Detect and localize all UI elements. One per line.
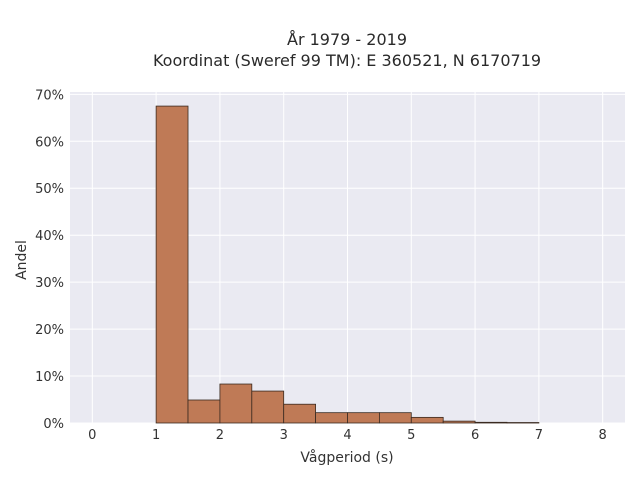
histogram-bar: [251, 390, 285, 424]
y-tick-label: 0%: [43, 417, 64, 432]
histogram-bars: [155, 105, 540, 424]
y-tick-label: 50%: [35, 182, 64, 197]
x-axis-label: Vågperiod (s): [300, 449, 393, 466]
y-tick-label: 60%: [35, 135, 64, 150]
x-tick-label: 5: [407, 428, 415, 443]
histogram-bar: [506, 422, 540, 424]
histogram-bar: [378, 412, 412, 424]
x-tick-label: 4: [343, 428, 351, 443]
y-tick-label: 30%: [35, 276, 64, 291]
y-tick-label: 40%: [35, 229, 64, 244]
x-tick-label: 0: [88, 428, 96, 443]
histogram-bar: [442, 420, 476, 424]
histogram-bar: [315, 412, 348, 424]
histogram-bar: [474, 421, 508, 424]
y-tick-label: 70%: [35, 88, 64, 103]
x-tick-label: 1: [152, 428, 160, 443]
x-tick-label: 3: [280, 428, 288, 443]
chart-title-line-1: År 1979 - 2019: [287, 30, 407, 49]
axis-ticks: 0 1 2 3 4 5 6 7 8 0% 10% 20% 30% 40% 50% 60% 70%: [35, 88, 607, 443]
x-tick-label: 6: [471, 428, 479, 443]
x-tick-label: 7: [535, 428, 543, 443]
histogram-bar: [347, 412, 380, 424]
histogram-bar: [155, 105, 189, 424]
histogram-bar: [283, 403, 317, 424]
histogram-bar: [410, 416, 444, 424]
histogram-bar: [187, 399, 221, 424]
chart-title-line-2: Koordinat (Sweref 99 TM): E 360521, N 61…: [153, 51, 541, 70]
histogram-bar: [219, 383, 253, 424]
y-axis-label: Andel: [14, 240, 30, 280]
y-tick-label: 10%: [35, 370, 64, 385]
y-tick-label: 20%: [35, 323, 64, 338]
x-tick-label: 2: [216, 428, 224, 443]
x-tick-label: 8: [599, 428, 607, 443]
